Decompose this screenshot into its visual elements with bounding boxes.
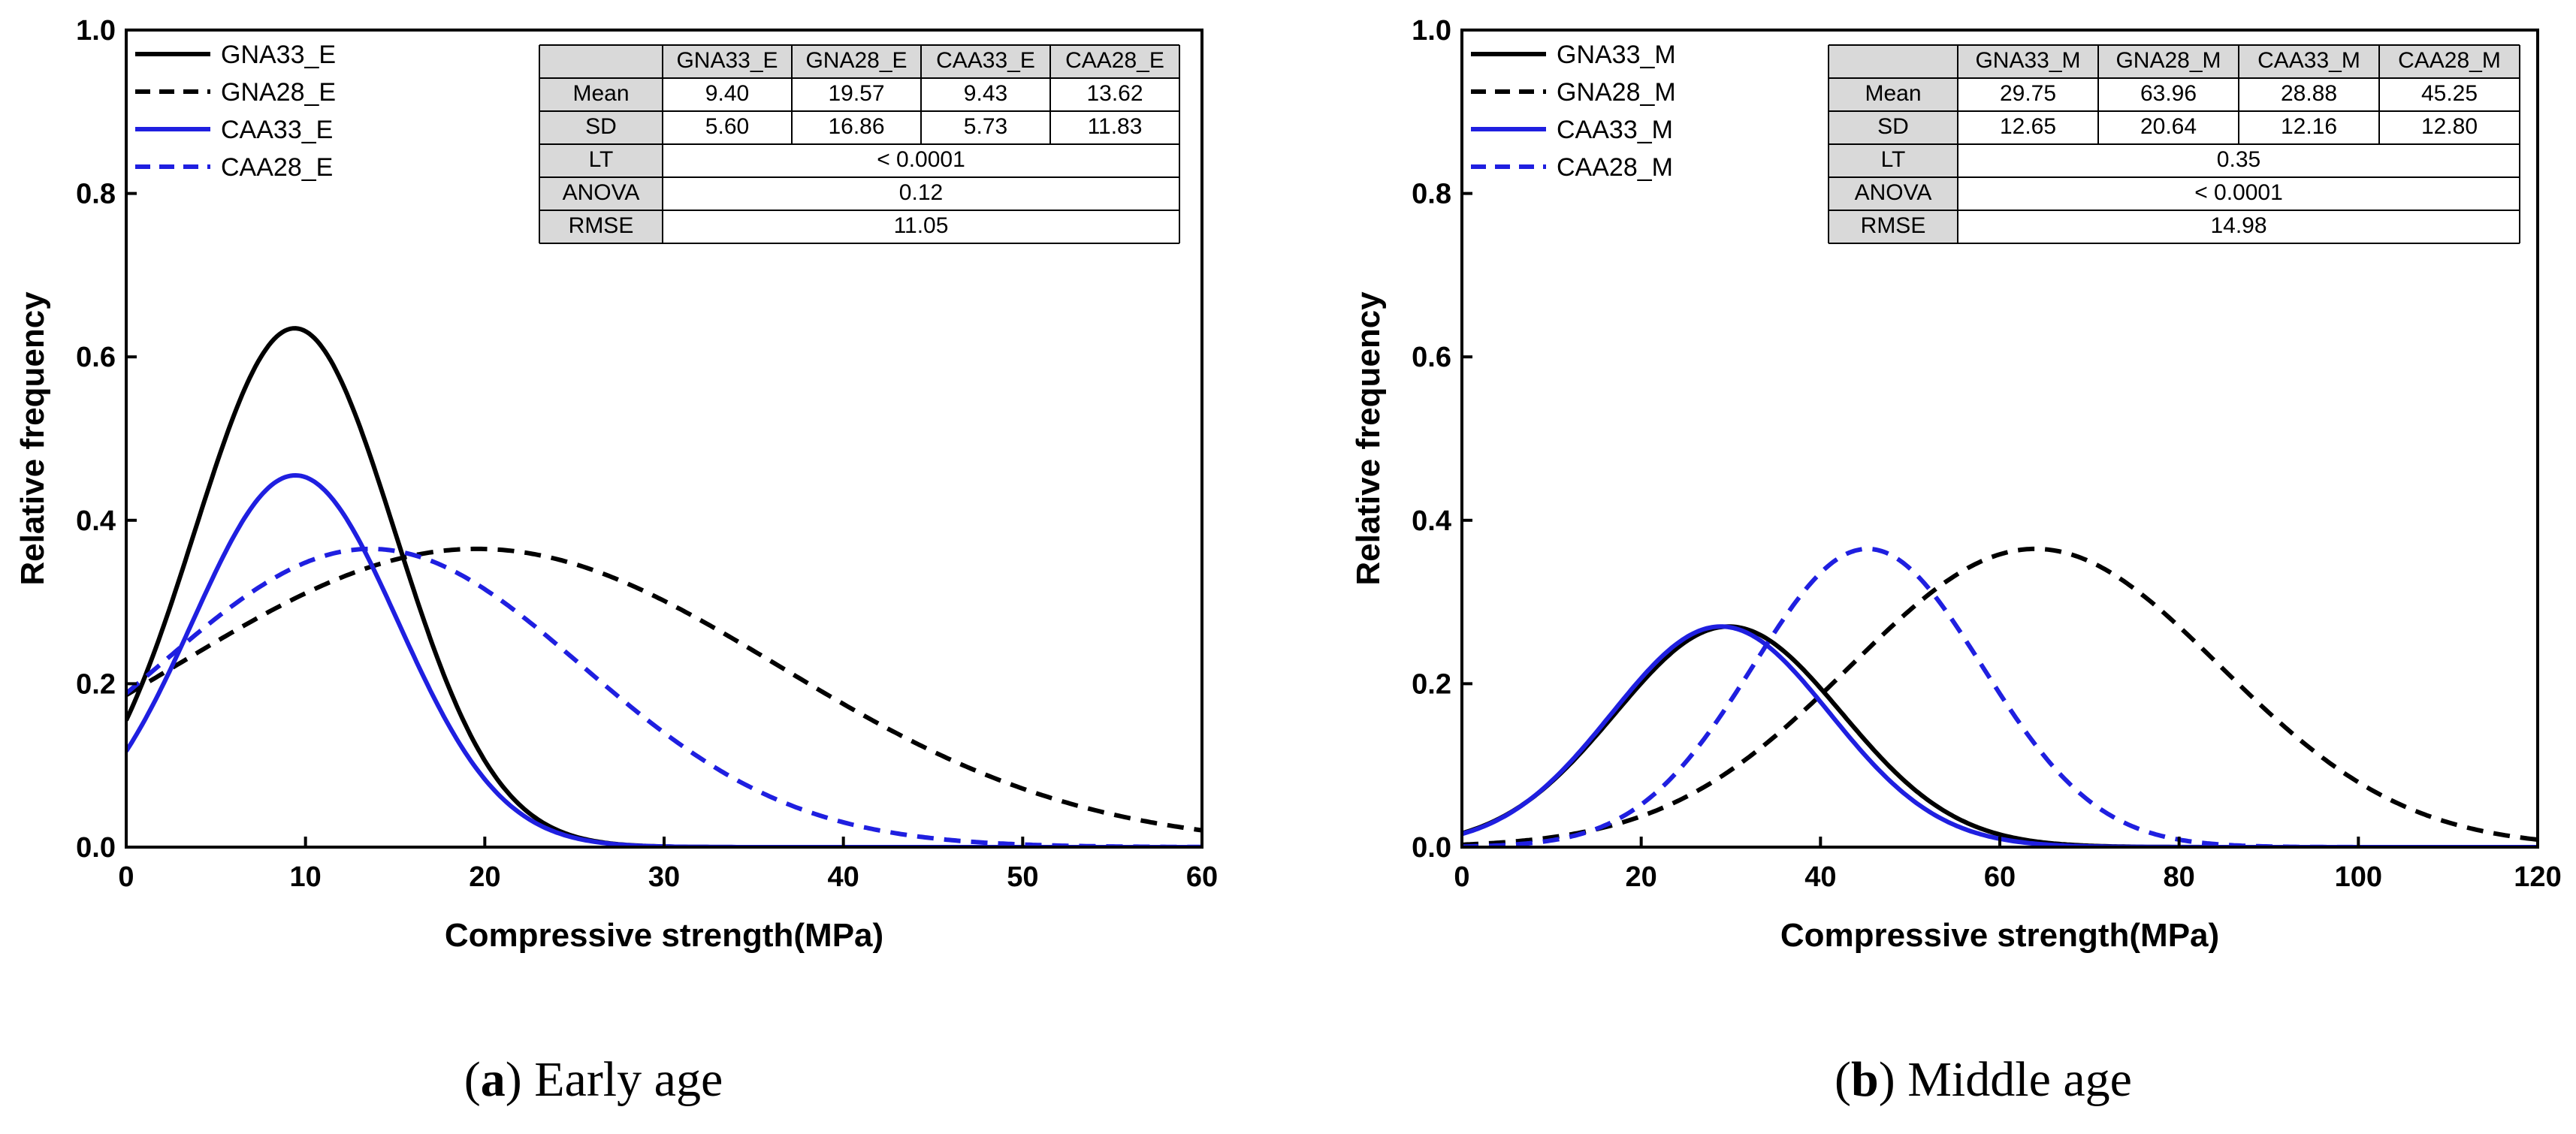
chart0-table-cell: 16.86 xyxy=(828,114,884,139)
chart1-legend-label: CAA33_M xyxy=(1557,116,1673,144)
chart1-y-tick-label: 0.4 xyxy=(1412,505,1451,537)
chart1-table-cell: 12.80 xyxy=(2421,114,2478,139)
chart0-table-cell-merged: < 0.0001 xyxy=(877,147,965,172)
chart0-y-tick-label: 0.4 xyxy=(76,505,116,537)
chart0-x-tick-label: 10 xyxy=(290,861,322,893)
chart1-x-tick-label: 40 xyxy=(1804,861,1836,893)
chart0-table-header-cell: GNA28_E xyxy=(805,48,907,73)
chart1-y-tick-label: 1.0 xyxy=(1412,15,1451,47)
chart0-x-axis-label: Compressive strength(MPa) xyxy=(445,917,883,954)
chart1-curves xyxy=(1462,546,2538,847)
chart1-table-cell: 45.25 xyxy=(2421,81,2478,106)
chart1-legend-label: CAA28_M xyxy=(1557,153,1673,182)
chart0-x-tick-label: 60 xyxy=(1186,861,1218,893)
chart1-y-tick-label: 0.6 xyxy=(1412,342,1451,373)
chart0-x-tick-label: 30 xyxy=(648,861,680,893)
chart0-table-cell-merged: 0.12 xyxy=(899,180,943,205)
chart1-table-row-label: ANOVA xyxy=(1855,180,1932,205)
chart1-table-header-cell: GNA33_M xyxy=(1975,48,2080,73)
chart1-table-cell: 28.88 xyxy=(2281,81,2337,106)
chart0-y-tick-label: 0.6 xyxy=(76,342,116,373)
chart1-table-header-cell: CAA33_M xyxy=(2257,48,2360,73)
chart1-legend-label: GNA28_M xyxy=(1557,78,1676,107)
chart0-table-cell: 5.73 xyxy=(964,114,1007,139)
chart1-table-row-label: RMSE xyxy=(1861,213,1926,238)
chart0-table-row-label: RMSE xyxy=(569,213,634,238)
chart1-x-axis-label: Compressive strength(MPa) xyxy=(1780,917,2219,954)
chart1-series-line-gna33-m xyxy=(1462,624,2538,847)
caption-b: (b) Middle age xyxy=(1835,1052,2132,1107)
chart1-table-cell: 12.65 xyxy=(2000,114,2056,139)
chart0-legend-label: CAA33_E xyxy=(221,116,333,144)
caption-a: (a) Early age xyxy=(464,1052,723,1107)
chart1-table-cell-merged: < 0.0001 xyxy=(2194,180,2283,205)
chart1-table-row-label: Mean xyxy=(1865,81,1921,106)
caption-a-text: Early age xyxy=(534,1052,723,1107)
chart1-legend-label: GNA33_M xyxy=(1557,41,1676,69)
chart1-table-row-label: SD xyxy=(1877,114,1909,139)
chart1-table-header-cell: CAA28_M xyxy=(2398,48,2501,73)
chart0-series-line-gna33-e xyxy=(126,326,1202,847)
chart0-table-cell: 5.60 xyxy=(705,114,749,139)
chart1-y-tick-label: 0.0 xyxy=(1412,832,1451,864)
chart1-series-line-caa28-m xyxy=(1462,546,2538,847)
chart1-y-axis-label: Relative frequency xyxy=(1350,291,1387,586)
chart1-x-tick-label: 80 xyxy=(2164,861,2195,893)
chart0-series-line-caa28-e xyxy=(126,546,1202,847)
chart0-table-cell: 11.83 xyxy=(1088,114,1143,139)
chart0-table-cell: 9.40 xyxy=(705,81,749,106)
chart0-table-cell-merged: 11.05 xyxy=(894,213,949,238)
chart1-x-tick-label: 60 xyxy=(1984,861,2016,893)
chart1-table-row-label: LT xyxy=(1881,147,1906,172)
chart0-x-tick-label: 50 xyxy=(1007,861,1038,893)
chart0-x-tick-label: 0 xyxy=(118,861,134,893)
chart1-x-tick-label: 20 xyxy=(1626,861,1657,893)
chart0-x-tick-label: 40 xyxy=(828,861,859,893)
chart0-legend-label: CAA28_E xyxy=(221,153,333,182)
chart0-series-line-gna28-e xyxy=(126,546,1202,833)
chart1-table-cell: 12.16 xyxy=(2281,114,2337,139)
chart0-y-tick-label: 1.0 xyxy=(76,15,116,47)
chart0-table-header-cell: CAA28_E xyxy=(1065,48,1164,73)
chart0-table-row-label: Mean xyxy=(572,81,629,106)
chart1-table-cell-merged: 0.35 xyxy=(2217,147,2260,172)
chart0-table-header-cell: CAA33_E xyxy=(936,48,1035,73)
caption-b-text: Middle age xyxy=(1907,1052,2132,1107)
chart0-table-cell: 9.43 xyxy=(964,81,1007,106)
chart1-y-tick-label: 0.2 xyxy=(1412,668,1451,700)
chart0-table-row-label: LT xyxy=(589,147,614,172)
chart0-table-header-cell: GNA33_E xyxy=(676,48,778,73)
chart1-x-tick-label: 120 xyxy=(2514,861,2561,893)
chart0-legend-label: GNA28_E xyxy=(221,78,336,107)
chart0-stats-table: GNA33_E GNA28_E CAA33_E CAA28_E Mean 9.40 19.5… xyxy=(539,44,1180,244)
chart1-x-tick-label: 100 xyxy=(2335,861,2382,893)
chart0-legend-label: GNA33_E xyxy=(221,41,336,69)
chart1-table-cell: 63.96 xyxy=(2140,81,2197,106)
chart0-curves xyxy=(126,326,1202,847)
chart0-y-tick-label: 0.0 xyxy=(76,832,116,864)
chart1-table-cell: 29.75 xyxy=(2000,81,2056,106)
chart0-table-cell: 19.57 xyxy=(828,81,884,106)
chart1-series-line-gna28-m xyxy=(1462,546,2538,847)
chart0-y-tick-label: 0.8 xyxy=(76,179,116,210)
chart0-y-tick-label: 0.2 xyxy=(76,668,116,700)
caption-a-letter: a xyxy=(480,1052,506,1107)
chart0-table-row-label: ANOVA xyxy=(563,180,640,205)
chart0-y-axis-label: Relative frequency xyxy=(14,291,51,586)
chart0-table-cell: 13.62 xyxy=(1086,81,1143,106)
chart1-table-header-cell: GNA28_M xyxy=(2115,48,2221,73)
chart1-x-tick-label: 0 xyxy=(1454,861,1469,893)
chart1-y-tick-label: 0.8 xyxy=(1412,179,1451,210)
chart1-table-cell: 20.64 xyxy=(2140,114,2197,139)
chart0-x-tick-label: 20 xyxy=(469,861,500,893)
chart0-table-row-label: SD xyxy=(585,114,617,139)
chart1-table-cell-merged: 14.98 xyxy=(2210,213,2266,238)
chart0-series-line-caa33-e xyxy=(126,472,1202,847)
caption-b-letter: b xyxy=(1851,1052,1879,1107)
chart1-stats-table: GNA33_M GNA28_M CAA33_M CAA28_M Mean 29.75 63.… xyxy=(1828,44,2520,244)
